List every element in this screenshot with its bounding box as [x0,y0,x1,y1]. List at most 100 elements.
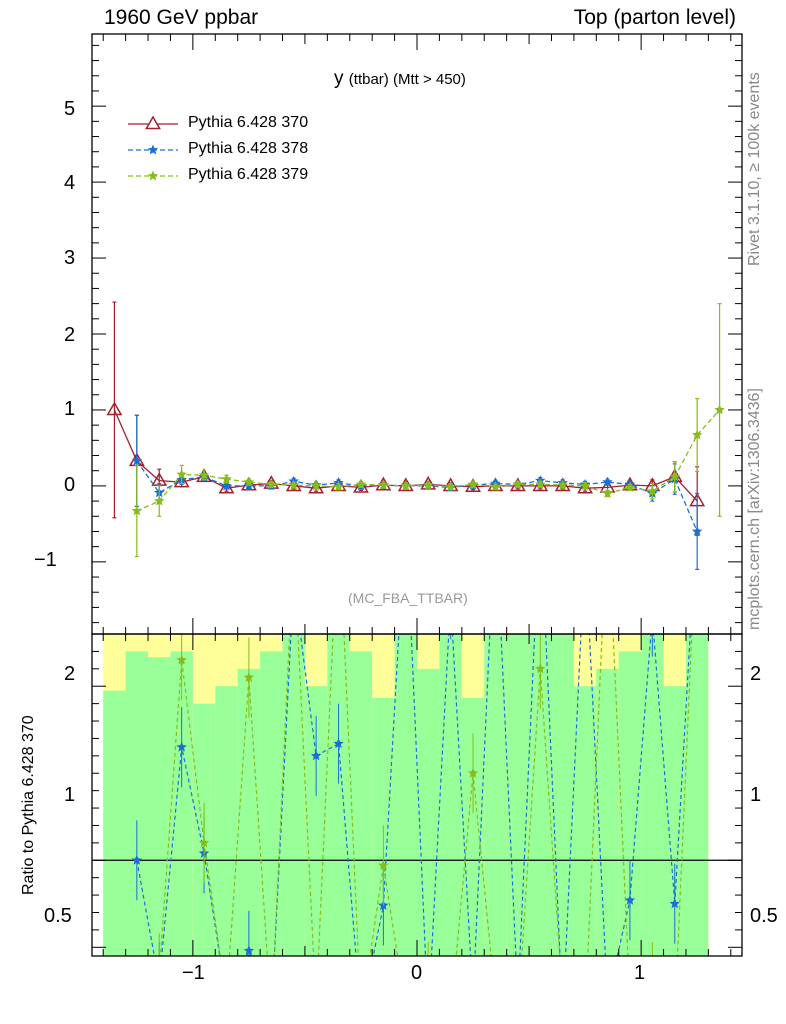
ratio-y-tick-label-right: 2 [750,663,762,685]
y-tick-label: 2 [64,324,76,346]
ratio-band-inner [125,651,149,956]
ratio-point [423,1011,433,1021]
data-point [602,476,613,487]
ratio-point [490,994,501,1004]
data-point [106,401,123,416]
plot-title-main: y [334,68,344,89]
ratio-point [176,654,187,665]
data-point [535,478,546,489]
ratio-point [266,1011,276,1021]
data-point [131,455,143,466]
data-point [330,477,347,492]
data-point [221,473,232,484]
ratio-y-tick-label: 1 [64,784,76,806]
data-point [173,473,190,488]
ratio-point [625,994,636,1004]
ratio-point [132,1011,143,1021]
ratio-band-inner [641,634,664,956]
data-point [154,495,165,506]
data-point [198,469,210,480]
ratio-point [356,1011,367,1021]
y-tick-label: 4 [64,172,76,194]
ratio-point [423,977,433,987]
ratio-point [176,741,187,752]
ratio-band-inner [484,634,507,956]
header-right-label: Top (parton level) [573,6,736,29]
legend-marker [147,144,159,155]
ratio-y-tick-label: 0.5 [44,905,72,927]
ratio-point [558,994,568,1004]
ratio-band-inner [394,634,417,956]
ratio-band-inner [506,634,530,956]
ratio-point [602,507,612,517]
legend-marker [145,115,161,130]
y-tick-label: 3 [64,247,76,269]
series-line [136,409,721,512]
ratio-point [513,1011,524,1021]
data-point [467,478,479,489]
data-point [288,479,299,490]
ratio-point [289,542,300,552]
data-point [218,479,235,494]
ratio-band-inner [573,686,597,956]
ratio-band-inner [417,668,440,956]
ratio-band-inner [215,686,238,956]
ratio-point [333,507,344,517]
ratio-y-tick-label-right: 0.5 [750,905,778,927]
plot-title: y (ttbar) (Mtt > 450) [334,68,466,90]
ratio-band-inner [170,651,193,956]
ratio-band-inner [685,634,709,956]
ratio-band-inner [103,690,126,956]
legend-label-378: Pythia 6.428 378 [188,140,309,157]
data-point [131,505,143,516]
ratio-axis-label: Ratio to Pythia 6.428 370 [20,715,37,895]
ratio-point [669,898,680,909]
data-point [691,429,703,440]
data-point [490,481,501,492]
axis-ticks [92,34,742,956]
data-point [240,476,257,491]
header-left-label: 1960 GeV ppbar [104,6,259,29]
ratio-series-layer [131,507,693,1021]
ratio-point [401,1003,411,1013]
data-point [243,476,255,487]
data-point [487,477,504,492]
ratio-point [670,1011,681,1021]
x-tick-label: 0 [411,962,423,984]
y-tick-label: 5 [64,98,76,120]
ratio-point [221,994,231,1004]
legend-label-370: Pythia 6.428 370 [188,114,309,131]
ratio-band-inner [260,651,283,956]
data-point [602,488,613,498]
ratio-point [378,860,389,870]
ratio-point [580,1011,590,1021]
data-point [445,481,456,492]
ratio-point [356,1011,367,1021]
ratio-point [243,945,255,956]
ratio-band-inner [282,634,305,956]
ratio-point [266,1011,276,1021]
ratio-point [289,576,300,586]
data-point [308,479,325,494]
ratio-point [580,542,590,552]
y-tick-label: −1 [34,549,57,571]
data-point [176,469,187,479]
ratio-band-inner [148,657,171,956]
ratio-y-tick-label: 2 [64,663,76,685]
legend-markers [128,115,178,181]
ratio-band-inner [663,686,686,956]
data-point [579,480,591,491]
data-point [310,480,322,491]
data-point [512,478,524,489]
side-label-mcplots: mcplots.cern.ch [arXiv:1306.3436] [746,388,763,630]
y-tick-label: 1 [64,398,76,420]
ratio-point [513,994,524,1004]
ratio-point [401,507,411,517]
ratio-band-inner [596,668,619,956]
data-point [221,480,232,491]
data-point [266,478,277,489]
legend-label-379: Pythia 6.428 379 [188,166,309,183]
data-point [400,480,411,491]
data-point [624,481,636,492]
